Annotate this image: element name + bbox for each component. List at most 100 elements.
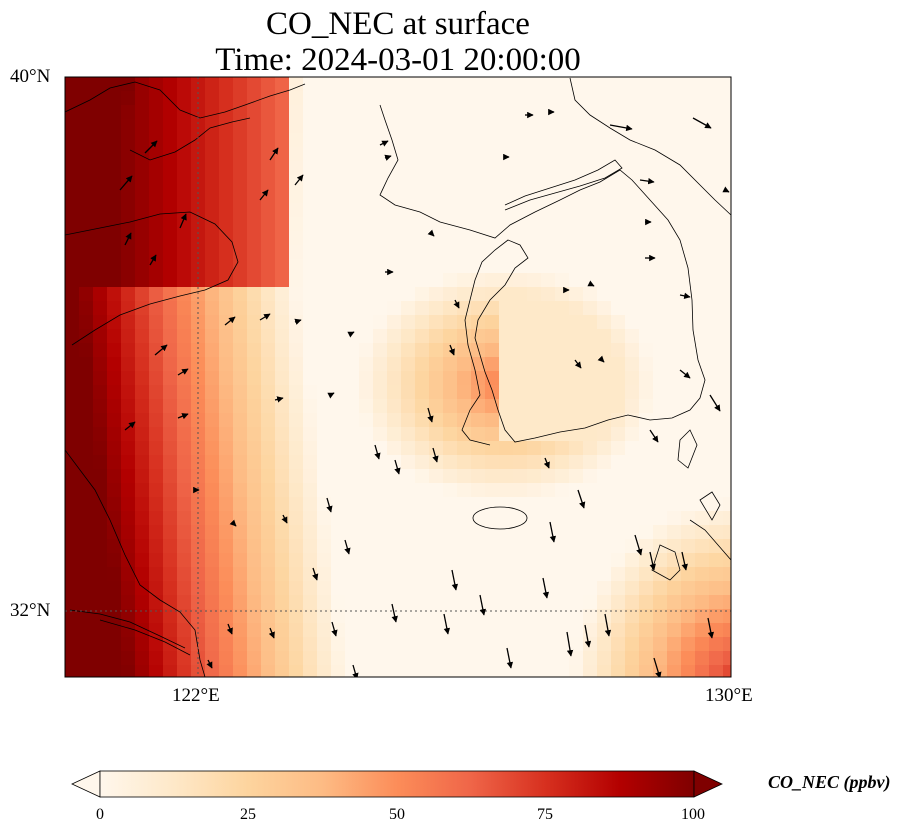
field-cell	[65, 455, 80, 470]
field-cell	[513, 567, 528, 582]
field-cell	[233, 609, 248, 624]
field-cell	[205, 483, 220, 498]
field-cell	[611, 427, 626, 442]
field-cell	[401, 329, 416, 344]
field-cell	[373, 273, 388, 288]
field-cell	[709, 91, 724, 106]
field-cell	[597, 665, 612, 677]
field-cell	[93, 343, 108, 358]
field-cell	[499, 133, 514, 148]
field-cell	[373, 623, 388, 638]
field-cell	[695, 651, 710, 666]
field-cell	[205, 511, 220, 526]
wind-vector	[584, 624, 592, 648]
field-cell	[401, 357, 416, 372]
field-cell	[79, 427, 94, 442]
field-cell	[653, 665, 668, 677]
field-cell	[121, 441, 136, 456]
field-cell	[191, 427, 206, 442]
field-cell	[457, 357, 472, 372]
field-cell	[653, 245, 668, 260]
field-cell	[275, 273, 290, 288]
field-cell	[429, 623, 444, 638]
wind-vector	[384, 154, 392, 161]
field-cell	[527, 455, 542, 470]
field-cell	[625, 371, 640, 386]
field-cell	[541, 371, 556, 386]
field-cell	[233, 553, 248, 568]
field-cell	[625, 217, 640, 232]
field-cell	[345, 343, 360, 358]
field-cell	[359, 91, 374, 106]
field-cell	[653, 441, 668, 456]
field-cell	[415, 609, 430, 624]
field-cell	[149, 203, 164, 218]
field-cell	[289, 203, 304, 218]
field-cell	[667, 581, 682, 596]
field-cell	[415, 413, 430, 428]
field-cell	[541, 483, 556, 498]
field-cell	[499, 525, 514, 540]
field-cell	[471, 553, 486, 568]
field-cell	[625, 105, 640, 120]
field-cell	[359, 175, 374, 190]
field-cell	[65, 161, 80, 176]
field-cell	[429, 665, 444, 677]
field-cell	[513, 371, 528, 386]
field-cell	[261, 511, 276, 526]
field-cell	[373, 245, 388, 260]
field-cell	[387, 595, 402, 610]
field-cell	[415, 161, 430, 176]
field-cell	[471, 105, 486, 120]
field-cell	[639, 623, 654, 638]
field-cell	[373, 217, 388, 232]
field-cell	[415, 455, 430, 470]
field-cell	[443, 455, 458, 470]
wind-vector	[709, 394, 721, 412]
field-cell	[289, 595, 304, 610]
field-cell	[247, 203, 262, 218]
field-cell	[275, 525, 290, 540]
field-cell	[205, 567, 220, 582]
field-cell	[723, 427, 731, 442]
field-cell	[639, 231, 654, 246]
field-cell	[121, 553, 136, 568]
field-cell	[317, 441, 332, 456]
field-cell	[331, 637, 346, 652]
field-cell	[443, 287, 458, 302]
field-cell	[359, 455, 374, 470]
field-cell	[317, 161, 332, 176]
field-cell	[219, 203, 234, 218]
field-cell	[303, 651, 318, 666]
field-cell	[695, 665, 710, 677]
wind-vector	[144, 140, 158, 154]
field-cell	[415, 175, 430, 190]
field-cell	[149, 133, 164, 148]
field-cell	[303, 539, 318, 554]
field-cell	[709, 637, 724, 652]
field-cell	[485, 189, 500, 204]
field-cell	[135, 287, 150, 302]
field-cell	[149, 385, 164, 400]
field-cell	[485, 413, 500, 428]
field-cell	[121, 497, 136, 512]
field-cell	[681, 77, 696, 92]
field-cell	[205, 203, 220, 218]
wind-vector	[609, 124, 633, 132]
field-cell	[443, 385, 458, 400]
field-cell	[429, 343, 444, 358]
field-cell	[275, 651, 290, 666]
field-cell	[625, 399, 640, 414]
field-cell	[709, 77, 724, 92]
field-cell	[65, 651, 80, 666]
field-cell	[247, 441, 262, 456]
field-cell	[611, 525, 626, 540]
field-cell	[485, 315, 500, 330]
field-cell	[485, 301, 500, 316]
field-cell	[485, 329, 500, 344]
field-cell	[303, 413, 318, 428]
field-cell	[723, 399, 731, 414]
field-cell	[135, 637, 150, 652]
field-cell	[401, 245, 416, 260]
field-cell	[443, 637, 458, 652]
